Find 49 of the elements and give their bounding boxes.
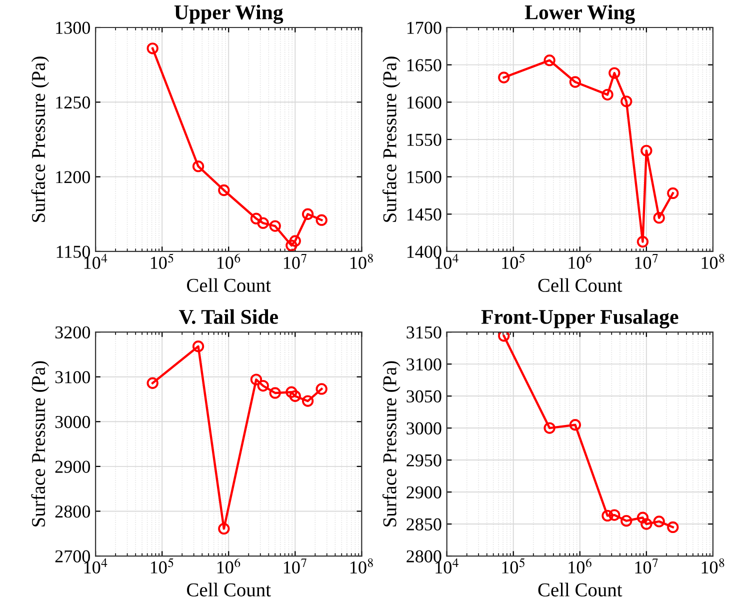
y-tick-label: 1250 bbox=[56, 96, 90, 109]
x-tick-label: 10$^{5}$ bbox=[150, 558, 174, 574]
y-tick-label: 1500 bbox=[407, 171, 442, 184]
x-tick-label: 10$^{7}$ bbox=[284, 558, 306, 574]
y-tick-label: 3000 bbox=[406, 422, 442, 434]
x-tick-label: 10$^{5}$ bbox=[502, 558, 524, 574]
chart-title: V. Tail Side bbox=[178, 309, 278, 324]
x-tick-label: 10$^{6}$ bbox=[568, 254, 592, 269]
x-tick-label: 10$^{8}$ bbox=[350, 558, 373, 574]
chart-title: Front-Upper Fusalage bbox=[481, 309, 678, 328]
y-tick-label: 3050 bbox=[406, 390, 442, 402]
x-tick-label: 10$^{8}$ bbox=[702, 558, 724, 574]
x-tick-label: 10$^{7}$ bbox=[635, 254, 658, 269]
x-tick-label: 10$^{6}$ bbox=[217, 254, 240, 269]
y-tick-label: 3000 bbox=[55, 416, 90, 428]
y-tick-label: 2900 bbox=[406, 486, 442, 498]
y-tick-label: 1600 bbox=[407, 96, 442, 109]
y-tick-label: 2800 bbox=[55, 505, 90, 518]
y-axis-title: Surface Pressure (Pa) bbox=[382, 361, 400, 526]
x-tick-label: 10$^{7}$ bbox=[284, 254, 306, 269]
y-tick-label: 1650 bbox=[407, 59, 442, 72]
y-tick-label: 3200 bbox=[55, 326, 90, 339]
x-axis-title: Cell Count bbox=[538, 278, 622, 292]
y-tick-label: 2850 bbox=[406, 518, 442, 530]
y-tick-label: 3100 bbox=[406, 358, 442, 370]
y-tick-label: 3150 bbox=[406, 326, 442, 339]
y-axis-title: Surface Pressure (Pa) bbox=[382, 56, 400, 222]
y-tick-label: 2950 bbox=[406, 454, 442, 466]
chart-title: Lower Wing bbox=[524, 4, 635, 24]
x-axis-title: Cell Count bbox=[187, 278, 271, 292]
x-tick-label: 10$^{8}$ bbox=[702, 254, 724, 269]
y-axis-title: Surface Pressure (Pa) bbox=[31, 56, 50, 222]
y-tick-label: 2900 bbox=[55, 460, 90, 473]
y-tick-label: 3100 bbox=[55, 371, 90, 384]
y-axis-title: Surface Pressure (Pa) bbox=[31, 361, 50, 526]
y-tick-label: 1550 bbox=[407, 134, 442, 146]
x-tick-label: 10$^{7}$ bbox=[635, 558, 658, 574]
y-tick-label: 1700 bbox=[407, 22, 442, 34]
y-tick-label: 1300 bbox=[56, 22, 90, 34]
x-tick-label: 10$^{6}$ bbox=[217, 558, 240, 574]
x-tick-label: 10$^{6}$ bbox=[568, 558, 592, 574]
x-tick-label: 10$^{8}$ bbox=[350, 254, 373, 269]
x-axis-title: Cell Count bbox=[538, 582, 622, 596]
x-tick-label: 10$^{5}$ bbox=[502, 254, 524, 269]
chart-title: Upper Wing bbox=[174, 4, 284, 24]
y-tick-label: 1200 bbox=[56, 171, 90, 184]
x-axis-title: Cell Count bbox=[187, 582, 271, 596]
x-tick-label: 10$^{5}$ bbox=[150, 254, 174, 269]
y-tick-label: 1450 bbox=[407, 208, 442, 221]
